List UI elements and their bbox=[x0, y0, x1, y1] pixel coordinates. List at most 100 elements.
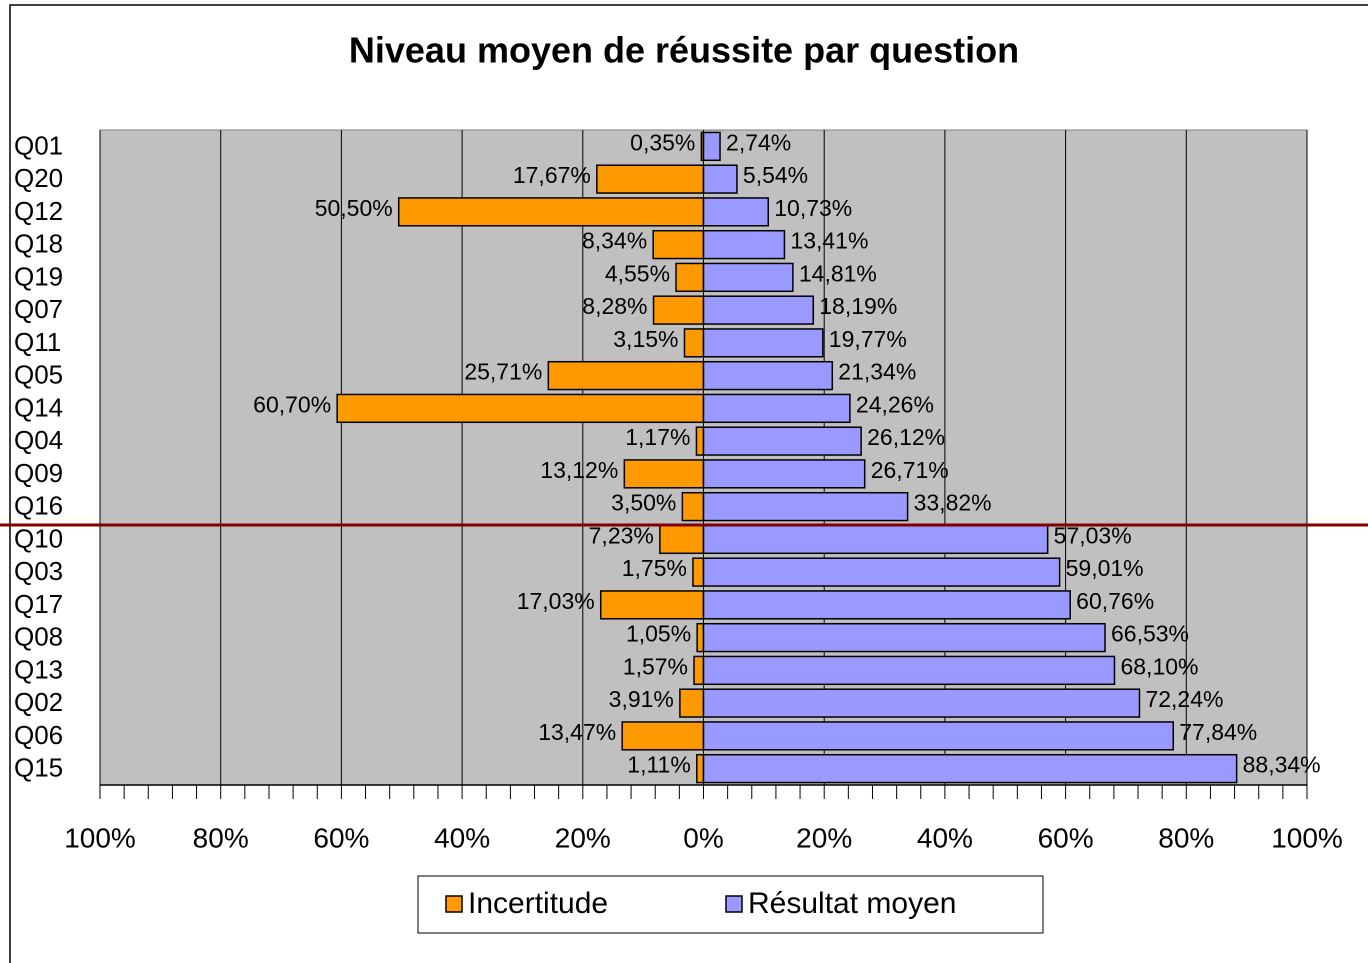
bar bbox=[702, 557, 1061, 587]
x-tick-label: 60% bbox=[1038, 822, 1094, 853]
bar bbox=[702, 688, 1141, 718]
legend-swatch bbox=[445, 895, 463, 913]
bar bbox=[336, 393, 705, 424]
bar bbox=[702, 197, 770, 227]
data-label: 17,67% bbox=[513, 162, 591, 188]
bars: Q01Q20Q12Q18Q19Q07Q11Q05Q14Q04Q09Q16Q10Q… bbox=[14, 129, 1321, 784]
bar bbox=[675, 262, 705, 293]
y-tick-label: Q09 bbox=[14, 458, 63, 488]
bar bbox=[692, 557, 705, 587]
x-tick-label: 100% bbox=[1271, 822, 1343, 853]
y-tick-label: Q03 bbox=[14, 556, 63, 586]
y-tick-label: Q18 bbox=[14, 229, 63, 259]
data-label: 77,84% bbox=[1179, 719, 1257, 745]
data-label: 68,10% bbox=[1120, 653, 1198, 679]
legend-label: Incertitude bbox=[468, 887, 608, 920]
data-label: 1,75% bbox=[622, 555, 687, 581]
y-tick-label: Q05 bbox=[14, 360, 63, 390]
y-tick-label: Q04 bbox=[14, 425, 63, 455]
bar bbox=[621, 721, 705, 751]
data-label: 1,17% bbox=[625, 424, 690, 450]
data-label: 19,77% bbox=[829, 326, 907, 352]
data-label: 26,71% bbox=[871, 457, 949, 483]
y-tick-label: Q20 bbox=[14, 163, 63, 193]
y-tick-label: Q06 bbox=[14, 720, 63, 750]
data-label: 24,26% bbox=[856, 391, 934, 417]
y-tick-label: Q01 bbox=[14, 130, 63, 160]
data-label: 13,41% bbox=[790, 228, 868, 254]
bar bbox=[683, 328, 705, 358]
legend-swatch bbox=[725, 895, 743, 913]
y-tick-label: Q07 bbox=[14, 294, 63, 324]
bar bbox=[652, 295, 705, 325]
y-tick-label: Q11 bbox=[14, 327, 61, 357]
bar bbox=[652, 229, 705, 260]
y-tick-label: Q17 bbox=[14, 589, 63, 619]
y-tick-label: Q02 bbox=[14, 687, 63, 717]
legend-label: Résultat moyen bbox=[748, 887, 956, 920]
bar bbox=[696, 622, 705, 653]
bar bbox=[659, 524, 705, 555]
bar bbox=[702, 753, 1238, 784]
data-label: 3,50% bbox=[611, 490, 676, 516]
bar bbox=[702, 393, 851, 424]
bar bbox=[702, 622, 1106, 653]
x-tick-label: 80% bbox=[193, 822, 249, 853]
bar bbox=[397, 197, 705, 227]
bar bbox=[693, 655, 705, 686]
data-label: 8,28% bbox=[582, 293, 647, 319]
data-label: 4,55% bbox=[605, 260, 670, 286]
bar bbox=[679, 688, 705, 718]
x-tick-label: 40% bbox=[917, 822, 973, 853]
grid: 100% 80% 60% 40% 20% 0% 20% 40% 60% 80% 100% bbox=[64, 130, 1343, 853]
bar bbox=[623, 459, 705, 489]
y-tick-label: Q13 bbox=[14, 654, 63, 684]
data-label: 18,19% bbox=[819, 293, 897, 319]
x-tick-label: 80% bbox=[1158, 822, 1214, 853]
bar bbox=[547, 360, 705, 391]
data-label: 72,24% bbox=[1145, 686, 1223, 712]
bar bbox=[681, 491, 705, 522]
data-label: 14,81% bbox=[799, 260, 877, 286]
data-label: 60,70% bbox=[253, 391, 331, 417]
y-tick-label: Q16 bbox=[14, 491, 63, 521]
data-label: 7,23% bbox=[589, 522, 654, 548]
y-tick-label: Q14 bbox=[14, 392, 63, 422]
data-label: 2,74% bbox=[726, 129, 791, 155]
data-label: 3,15% bbox=[613, 326, 678, 352]
x-tick-label: 60% bbox=[313, 822, 369, 853]
bar bbox=[702, 262, 794, 293]
bar bbox=[702, 491, 909, 522]
data-label: 57,03% bbox=[1054, 522, 1132, 548]
bar bbox=[702, 360, 834, 391]
chart-title: Niveau moyen de réussite par question bbox=[349, 30, 1019, 71]
bar bbox=[695, 426, 705, 456]
bar bbox=[702, 655, 1116, 686]
bar bbox=[702, 524, 1049, 555]
y-tick-label: Q19 bbox=[14, 261, 63, 291]
data-label: 88,34% bbox=[1243, 752, 1321, 778]
x-tick-label: 40% bbox=[434, 822, 490, 853]
data-label: 25,71% bbox=[464, 359, 542, 385]
data-label: 13,47% bbox=[538, 719, 616, 745]
y-tick-label: Q15 bbox=[14, 753, 63, 783]
data-label: 10,73% bbox=[774, 195, 852, 221]
data-label: 1,11% bbox=[627, 752, 691, 778]
bar bbox=[596, 164, 705, 194]
data-label: 13,12% bbox=[540, 457, 618, 483]
bar bbox=[702, 131, 721, 162]
x-tick-label: 20% bbox=[555, 822, 611, 853]
data-label: 33,82% bbox=[914, 490, 992, 516]
x-tick-label: 0% bbox=[683, 822, 723, 853]
bar bbox=[702, 426, 862, 456]
y-tick-label: Q12 bbox=[14, 196, 63, 226]
bar bbox=[702, 229, 786, 260]
data-label: 60,76% bbox=[1076, 588, 1154, 614]
data-label: 66,53% bbox=[1111, 621, 1189, 647]
bar bbox=[702, 459, 866, 489]
bar bbox=[702, 164, 738, 194]
data-label: 3,91% bbox=[609, 686, 674, 712]
legend-items: Incertitude Résultat moyen bbox=[445, 887, 956, 920]
y-tick-label: Q08 bbox=[14, 622, 63, 652]
